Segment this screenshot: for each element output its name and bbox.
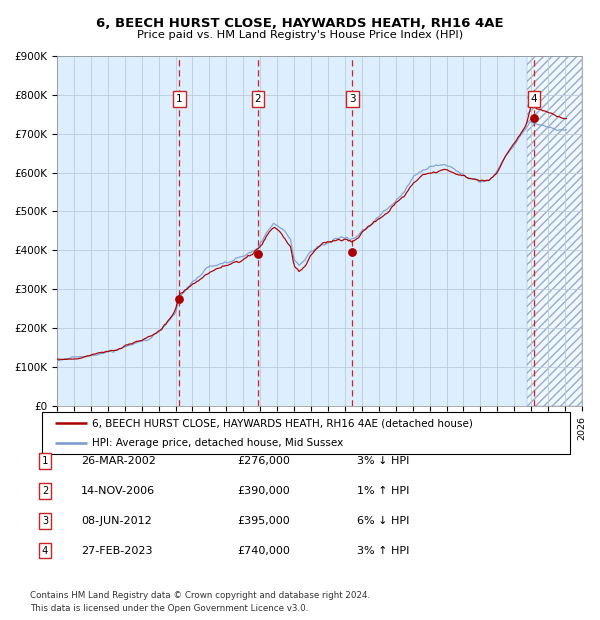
Text: 14-NOV-2006: 14-NOV-2006 — [81, 486, 155, 496]
Text: 2: 2 — [42, 486, 48, 496]
Text: 1: 1 — [42, 456, 48, 466]
Text: 3: 3 — [349, 94, 356, 104]
Text: £740,000: £740,000 — [237, 546, 290, 556]
Text: 27-FEB-2023: 27-FEB-2023 — [81, 546, 152, 556]
Text: HPI: Average price, detached house, Mid Sussex: HPI: Average price, detached house, Mid … — [92, 438, 343, 448]
Point — [253, 249, 263, 259]
Text: 6% ↓ HPI: 6% ↓ HPI — [357, 516, 409, 526]
Point — [347, 247, 357, 257]
Bar — [527, 56, 582, 406]
Text: 4: 4 — [42, 546, 48, 556]
Text: 2: 2 — [255, 94, 262, 104]
Text: 3% ↑ HPI: 3% ↑ HPI — [357, 546, 409, 556]
Point — [529, 113, 539, 123]
Text: 1: 1 — [176, 94, 183, 104]
Text: £276,000: £276,000 — [237, 456, 290, 466]
Text: 3% ↓ HPI: 3% ↓ HPI — [357, 456, 409, 466]
Text: 26-MAR-2002: 26-MAR-2002 — [81, 456, 156, 466]
Text: 08-JUN-2012: 08-JUN-2012 — [81, 516, 152, 526]
FancyBboxPatch shape — [42, 412, 570, 454]
Text: 6, BEECH HURST CLOSE, HAYWARDS HEATH, RH16 4AE: 6, BEECH HURST CLOSE, HAYWARDS HEATH, RH… — [96, 17, 504, 30]
Text: 6, BEECH HURST CLOSE, HAYWARDS HEATH, RH16 4AE (detached house): 6, BEECH HURST CLOSE, HAYWARDS HEATH, RH… — [92, 418, 473, 428]
Text: Price paid vs. HM Land Registry's House Price Index (HPI): Price paid vs. HM Land Registry's House … — [137, 30, 463, 40]
Text: Contains HM Land Registry data © Crown copyright and database right 2024.: Contains HM Land Registry data © Crown c… — [30, 591, 370, 600]
Point — [175, 294, 184, 304]
Text: 4: 4 — [530, 94, 537, 104]
Text: £390,000: £390,000 — [237, 486, 290, 496]
Text: 3: 3 — [42, 516, 48, 526]
Bar — [527, 56, 582, 406]
Text: This data is licensed under the Open Government Licence v3.0.: This data is licensed under the Open Gov… — [30, 603, 308, 613]
Text: 1% ↑ HPI: 1% ↑ HPI — [357, 486, 409, 496]
Text: £395,000: £395,000 — [237, 516, 290, 526]
